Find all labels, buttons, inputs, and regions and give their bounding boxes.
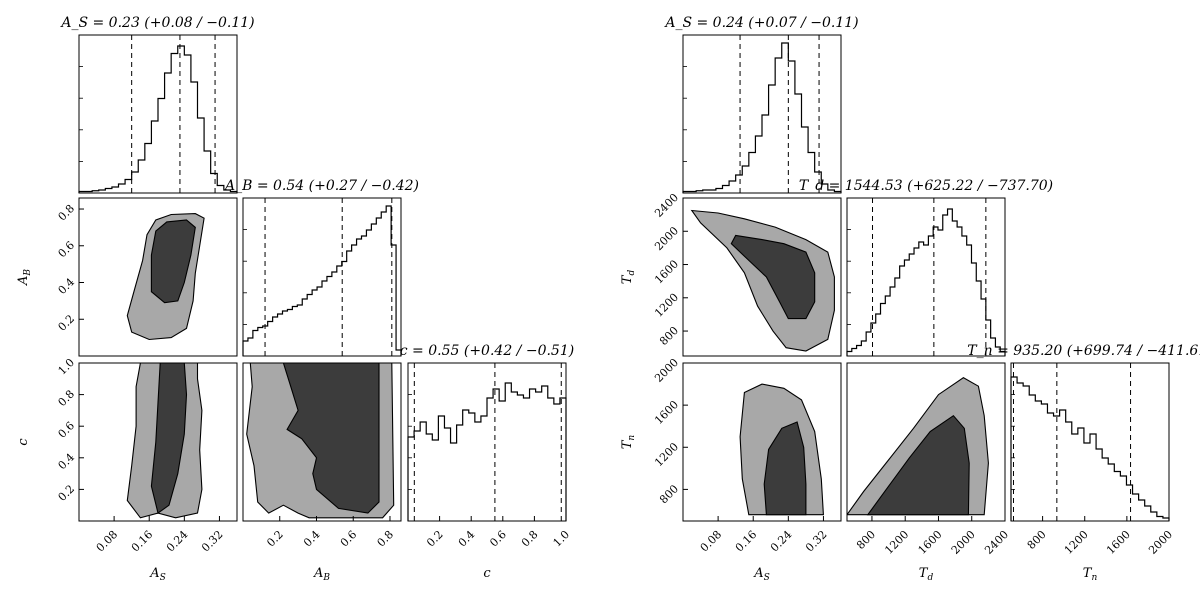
y-axis-label-A_B: AB bbox=[16, 269, 33, 286]
y-axis-label-T_n: Tn bbox=[620, 435, 637, 450]
panel-frame bbox=[846, 197, 1006, 357]
x-tick-A_S: 0.32 bbox=[803, 528, 830, 555]
x-tick-A_S: 0.24 bbox=[164, 528, 191, 555]
y-tick-A_B: 0.4 bbox=[56, 275, 78, 297]
y-tick-A_B: 0.8 bbox=[56, 202, 78, 224]
contour-inner-68 bbox=[150, 219, 196, 304]
y-axis-label-T_d: Td bbox=[620, 270, 637, 285]
panel-frame bbox=[407, 362, 567, 522]
histogram-line-A_S bbox=[682, 42, 842, 193]
y-tick-T_d: 2000 bbox=[652, 224, 681, 253]
x-tick-T_n: 2000 bbox=[1146, 528, 1175, 557]
y-tick-A_B: 0.2 bbox=[56, 312, 78, 334]
contour-inner-68 bbox=[730, 234, 816, 320]
x-tick-T_d: 2400 bbox=[982, 528, 1011, 557]
y-tick-c: 0.8 bbox=[56, 388, 78, 410]
title-A_S: A_S = 0.23 (+0.08 / −0.11) bbox=[59, 15, 254, 31]
contour-panel-A_B-c: 0.2 0.4 0.6 0.8 AB bbox=[242, 362, 402, 583]
x-tick-c: 1.0 bbox=[551, 528, 573, 550]
title-A_B: A_B = 0.54 (+0.27 / −0.42) bbox=[223, 178, 419, 194]
x-tick-T_d: 2000 bbox=[949, 528, 978, 557]
y-tick-T_d: 800 bbox=[657, 324, 681, 348]
panel-frame bbox=[78, 197, 238, 357]
contour-inner-68 bbox=[763, 421, 807, 516]
x-axis-label-c: c bbox=[483, 566, 491, 581]
histogram-line-A_S bbox=[78, 45, 238, 193]
x-tick-T_d: 1600 bbox=[916, 528, 945, 557]
y-axis-label-c: c bbox=[16, 438, 31, 446]
x-axis-label-A_S: AS bbox=[149, 566, 166, 583]
panel-frame bbox=[682, 197, 842, 357]
x-tick-c: 0.6 bbox=[487, 528, 509, 550]
hist-panel-c: c = 0.55 (+0.42 / −0.51) 0.2 0.4 0.6 0.8 1.0 c bbox=[400, 343, 574, 581]
panel-frame bbox=[1010, 362, 1170, 522]
y-tick-T_n: 2000 bbox=[652, 356, 681, 385]
x-tick-A_B: 0.8 bbox=[375, 528, 397, 550]
contour-panel-A_S-c: 0.2 0.4 0.6 0.8 1.0 c 0.08 0.16 0.24 0.32 AS bbox=[16, 356, 238, 583]
y-tick-T_n: 1200 bbox=[652, 440, 681, 469]
hist-panel-T_d: T_d = 1544.53 (+625.22 / −737.70) bbox=[799, 178, 1053, 357]
panel-frame bbox=[846, 362, 1006, 522]
title-T_n: T_n = 935.20 (+699.74 / −411.61) bbox=[967, 343, 1200, 359]
title-A_S: A_S = 0.24 (+0.07 / −0.11) bbox=[663, 15, 858, 31]
contour-inner-68 bbox=[866, 414, 970, 516]
y-tick-c: 0.4 bbox=[56, 451, 78, 473]
histogram-line-T_d bbox=[846, 208, 1006, 356]
y-tick-T_n: 1600 bbox=[652, 398, 681, 427]
x-axis-label-T_n: Tn bbox=[1083, 566, 1098, 583]
x-tick-A_S: 0.08 bbox=[94, 528, 121, 555]
contour-panel-A_S-T_d: 800 1200 1600 2000 2400 Td bbox=[620, 191, 842, 357]
contour-panel-A_S-T_n: 800 1200 1600 2000 Tn 0.08 0.16 0.24 0.32 AS bbox=[620, 356, 842, 583]
y-tick-c: 0.2 bbox=[56, 482, 78, 504]
x-tick-A_S: 0.24 bbox=[768, 528, 795, 555]
x-axis-label-A_S: AS bbox=[753, 566, 770, 583]
x-tick-T_n: 1200 bbox=[1062, 528, 1091, 557]
panel-frame bbox=[682, 362, 842, 522]
contour-panel-T_d-T_n: 800 1200 1600 2000 2400 Td bbox=[846, 362, 1011, 583]
x-tick-A_S: 0.08 bbox=[698, 528, 725, 555]
contour-inner-68 bbox=[282, 363, 380, 514]
corner-plot-left: A_S = 0.23 (+0.08 / −0.11) 0.2 0.4 0.6 0.8 AB… bbox=[16, 15, 574, 583]
histogram-line-c bbox=[407, 382, 567, 521]
x-tick-c: 0.4 bbox=[456, 528, 478, 550]
x-tick-A_B: 0.2 bbox=[264, 528, 286, 550]
histogram-line-A_B bbox=[242, 205, 402, 356]
hist-panel-A_B: A_B = 0.54 (+0.27 / −0.42) bbox=[223, 178, 419, 357]
y-tick-T_d: 1600 bbox=[652, 257, 681, 286]
x-tick-T_d: 800 bbox=[854, 528, 878, 552]
x-tick-T_n: 800 bbox=[1025, 528, 1049, 552]
y-tick-T_d: 1200 bbox=[652, 291, 681, 320]
y-tick-T_n: 800 bbox=[657, 482, 681, 506]
hist-panel-T_n: T_n = 935.20 (+699.74 / −411.61) 800 1200 1… bbox=[967, 343, 1200, 583]
x-axis-label-T_d: Td bbox=[919, 566, 934, 583]
x-tick-T_n: 1600 bbox=[1104, 528, 1133, 557]
x-tick-c: 0.2 bbox=[424, 528, 446, 550]
x-tick-A_B: 0.4 bbox=[301, 528, 323, 550]
corner-plot-right: A_S = 0.24 (+0.07 / −0.11)80012001600200… bbox=[620, 15, 1200, 583]
x-tick-A_S: 0.16 bbox=[733, 528, 760, 555]
panel-frame bbox=[242, 197, 402, 357]
y-tick-c: 0.6 bbox=[56, 419, 78, 441]
y-tick-A_B: 0.6 bbox=[56, 239, 78, 261]
y-tick-T_d: 2400 bbox=[652, 191, 681, 220]
y-tick-c: 1.0 bbox=[56, 356, 78, 378]
x-tick-A_S: 0.32 bbox=[199, 528, 226, 555]
title-c: c = 0.55 (+0.42 / −0.51) bbox=[400, 343, 574, 359]
panel-frame bbox=[78, 362, 238, 522]
panel-frame bbox=[78, 34, 238, 194]
panel-frame bbox=[242, 362, 402, 522]
hist-panel-A_S: A_S = 0.23 (+0.08 / −0.11) bbox=[59, 15, 255, 194]
contour-inner-68 bbox=[150, 363, 188, 515]
title-T_d: T_d = 1544.53 (+625.22 / −737.70) bbox=[799, 178, 1053, 194]
panel-frame bbox=[682, 34, 842, 194]
x-tick-A_S: 0.16 bbox=[129, 528, 156, 555]
x-axis-label-A_B: AB bbox=[313, 566, 330, 583]
histogram-line-T_n bbox=[1010, 376, 1170, 521]
x-tick-T_d: 1200 bbox=[882, 528, 911, 557]
x-tick-c: 0.8 bbox=[519, 528, 541, 550]
hist-panel-A_S: A_S = 0.24 (+0.07 / −0.11) bbox=[663, 15, 859, 194]
contour-panel-A_S-A_B: 0.2 0.4 0.6 0.8 AB bbox=[16, 197, 238, 357]
x-tick-A_B: 0.6 bbox=[338, 528, 360, 550]
